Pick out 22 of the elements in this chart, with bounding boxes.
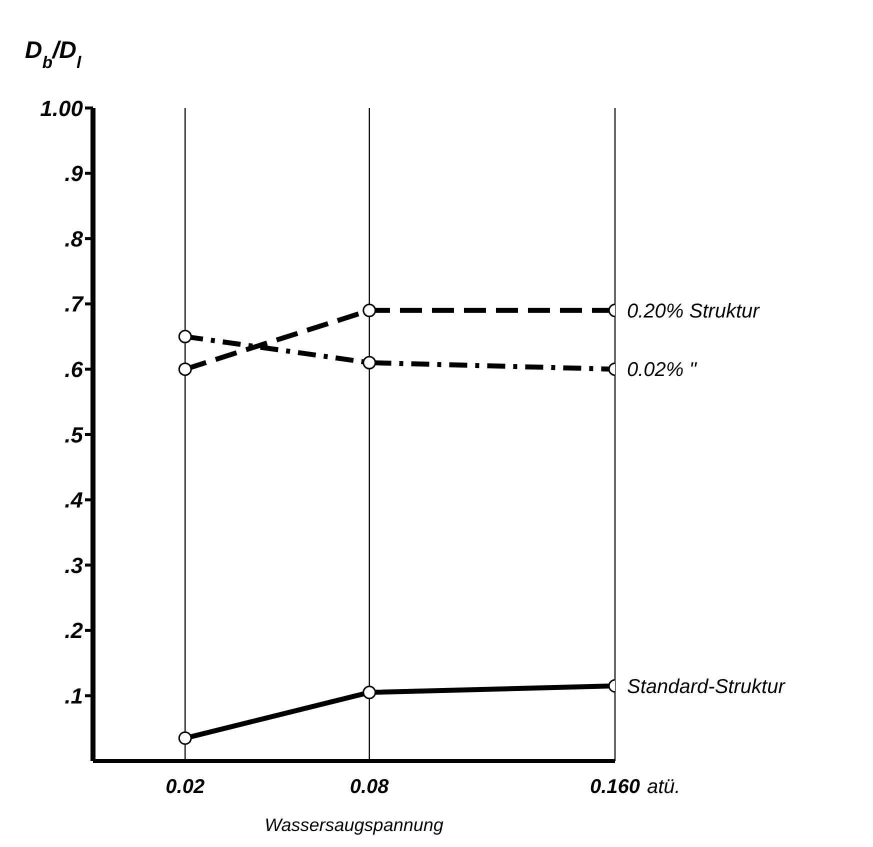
point	[178, 330, 192, 344]
y-tick-label: .1	[64, 684, 83, 709]
point	[178, 362, 192, 376]
y-tick-label: .8	[64, 226, 84, 252]
y-tick-label: 1.00	[40, 96, 84, 121]
x-tick-label: 0.08	[350, 776, 390, 798]
y-tick-label: .9	[64, 161, 84, 186]
y-axis-title: D$_{b}$/D$_{l}$	[24, 37, 82, 72]
series-label: 0.02% "	[627, 359, 698, 382]
y-tick-label: .6	[64, 357, 84, 382]
series-label: 0.20% Struktur	[627, 300, 761, 322]
y-tick-label: .4	[64, 488, 83, 513]
y-tick-label: .2	[64, 618, 84, 644]
text: atü.	[647, 776, 680, 798]
y-tick-label: .3	[64, 552, 83, 578]
point	[178, 731, 192, 745]
y-tick-label: .7	[64, 292, 85, 317]
x-axis-title: Wassersaugspannung	[264, 815, 444, 835]
y-tick-label: .5	[64, 422, 84, 448]
x-tick-label: 0.160	[590, 776, 640, 798]
x-tick-label: 0.02	[166, 776, 205, 798]
series-label: Standard-Struktur	[627, 676, 786, 698]
